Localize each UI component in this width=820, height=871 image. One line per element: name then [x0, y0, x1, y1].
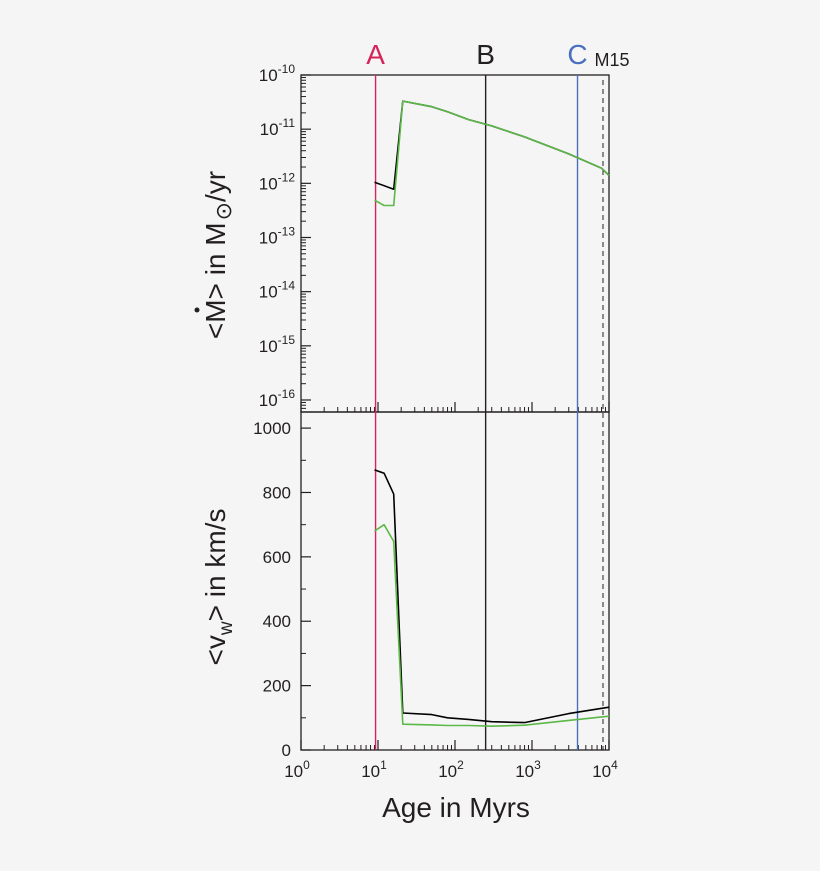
top-panel-frame: [300, 74, 610, 413]
top-y-tick-label: 10-16: [259, 387, 296, 410]
bottom-y-tick-label: 600: [263, 548, 291, 567]
top-series-line-0: [374, 100, 610, 190]
bottom-series-line-1: [374, 523, 610, 728]
x-axis-title: Age in Myrs: [382, 792, 530, 823]
model-label: M15: [594, 50, 629, 70]
top-y-axis-title: <M> in M ⊙/yr: [194, 171, 236, 339]
top-ylabel-mdot: M: [200, 299, 231, 322]
marker-label-b: B: [476, 39, 495, 70]
bottom-series-line-0: [374, 469, 610, 724]
bottom-y-axis-title: <vw> in km/s: [200, 509, 237, 666]
bottom-ylabel-sub: w: [216, 621, 237, 636]
marker-label-c: C: [567, 39, 587, 70]
top-y-tick-label: 10-13: [259, 224, 296, 247]
svg-text:<vw> in km/s: <vw> in km/s: [200, 509, 237, 666]
svg-text:<M> in M⊙/yr: <M> in M ⊙/yr: [200, 171, 236, 339]
top-series-line-1: [374, 100, 610, 207]
bottom-y-tick-label: 1000: [253, 419, 291, 438]
x-tick-label: 104: [592, 758, 618, 781]
mdot-dot: [194, 307, 200, 313]
bottom-panel-frame: [300, 411, 610, 751]
x-tick-label: 100: [284, 758, 310, 781]
top-ylabel-rest: > in M: [200, 222, 231, 299]
bottom-y-tick-label: 200: [263, 677, 291, 696]
solar-symbol: ⊙: [211, 202, 236, 220]
top-y-tick-label: 10-10: [259, 62, 296, 85]
marker-label-a: A: [366, 39, 385, 70]
x-tick-label: 103: [515, 758, 541, 781]
top-ylabel-unit: /yr: [200, 171, 231, 202]
top-y-tick-label: 10-11: [260, 116, 296, 139]
top-y-tick-label: 10-15: [259, 333, 296, 356]
bottom-ylabel-close: > in km/s: [200, 509, 231, 622]
top-y-tick-label: 10-14: [259, 279, 296, 302]
x-tick-label: 102: [438, 758, 464, 781]
chart-dynamic: 100 101 102 103 104 10-10 10-11 10-12 10-13 10-14…: [253, 62, 618, 781]
top-ylabel-lt: <: [200, 323, 231, 339]
bottom-y-tick-label: 400: [263, 612, 291, 631]
bottom-ylabel-open: <v: [200, 635, 231, 665]
top-y-tick-label: 10-12: [259, 170, 296, 193]
bottom-y-tick-label: 800: [263, 483, 291, 502]
bottom-y-tick-label: 0: [282, 741, 291, 760]
x-tick-label: 101: [361, 758, 387, 781]
